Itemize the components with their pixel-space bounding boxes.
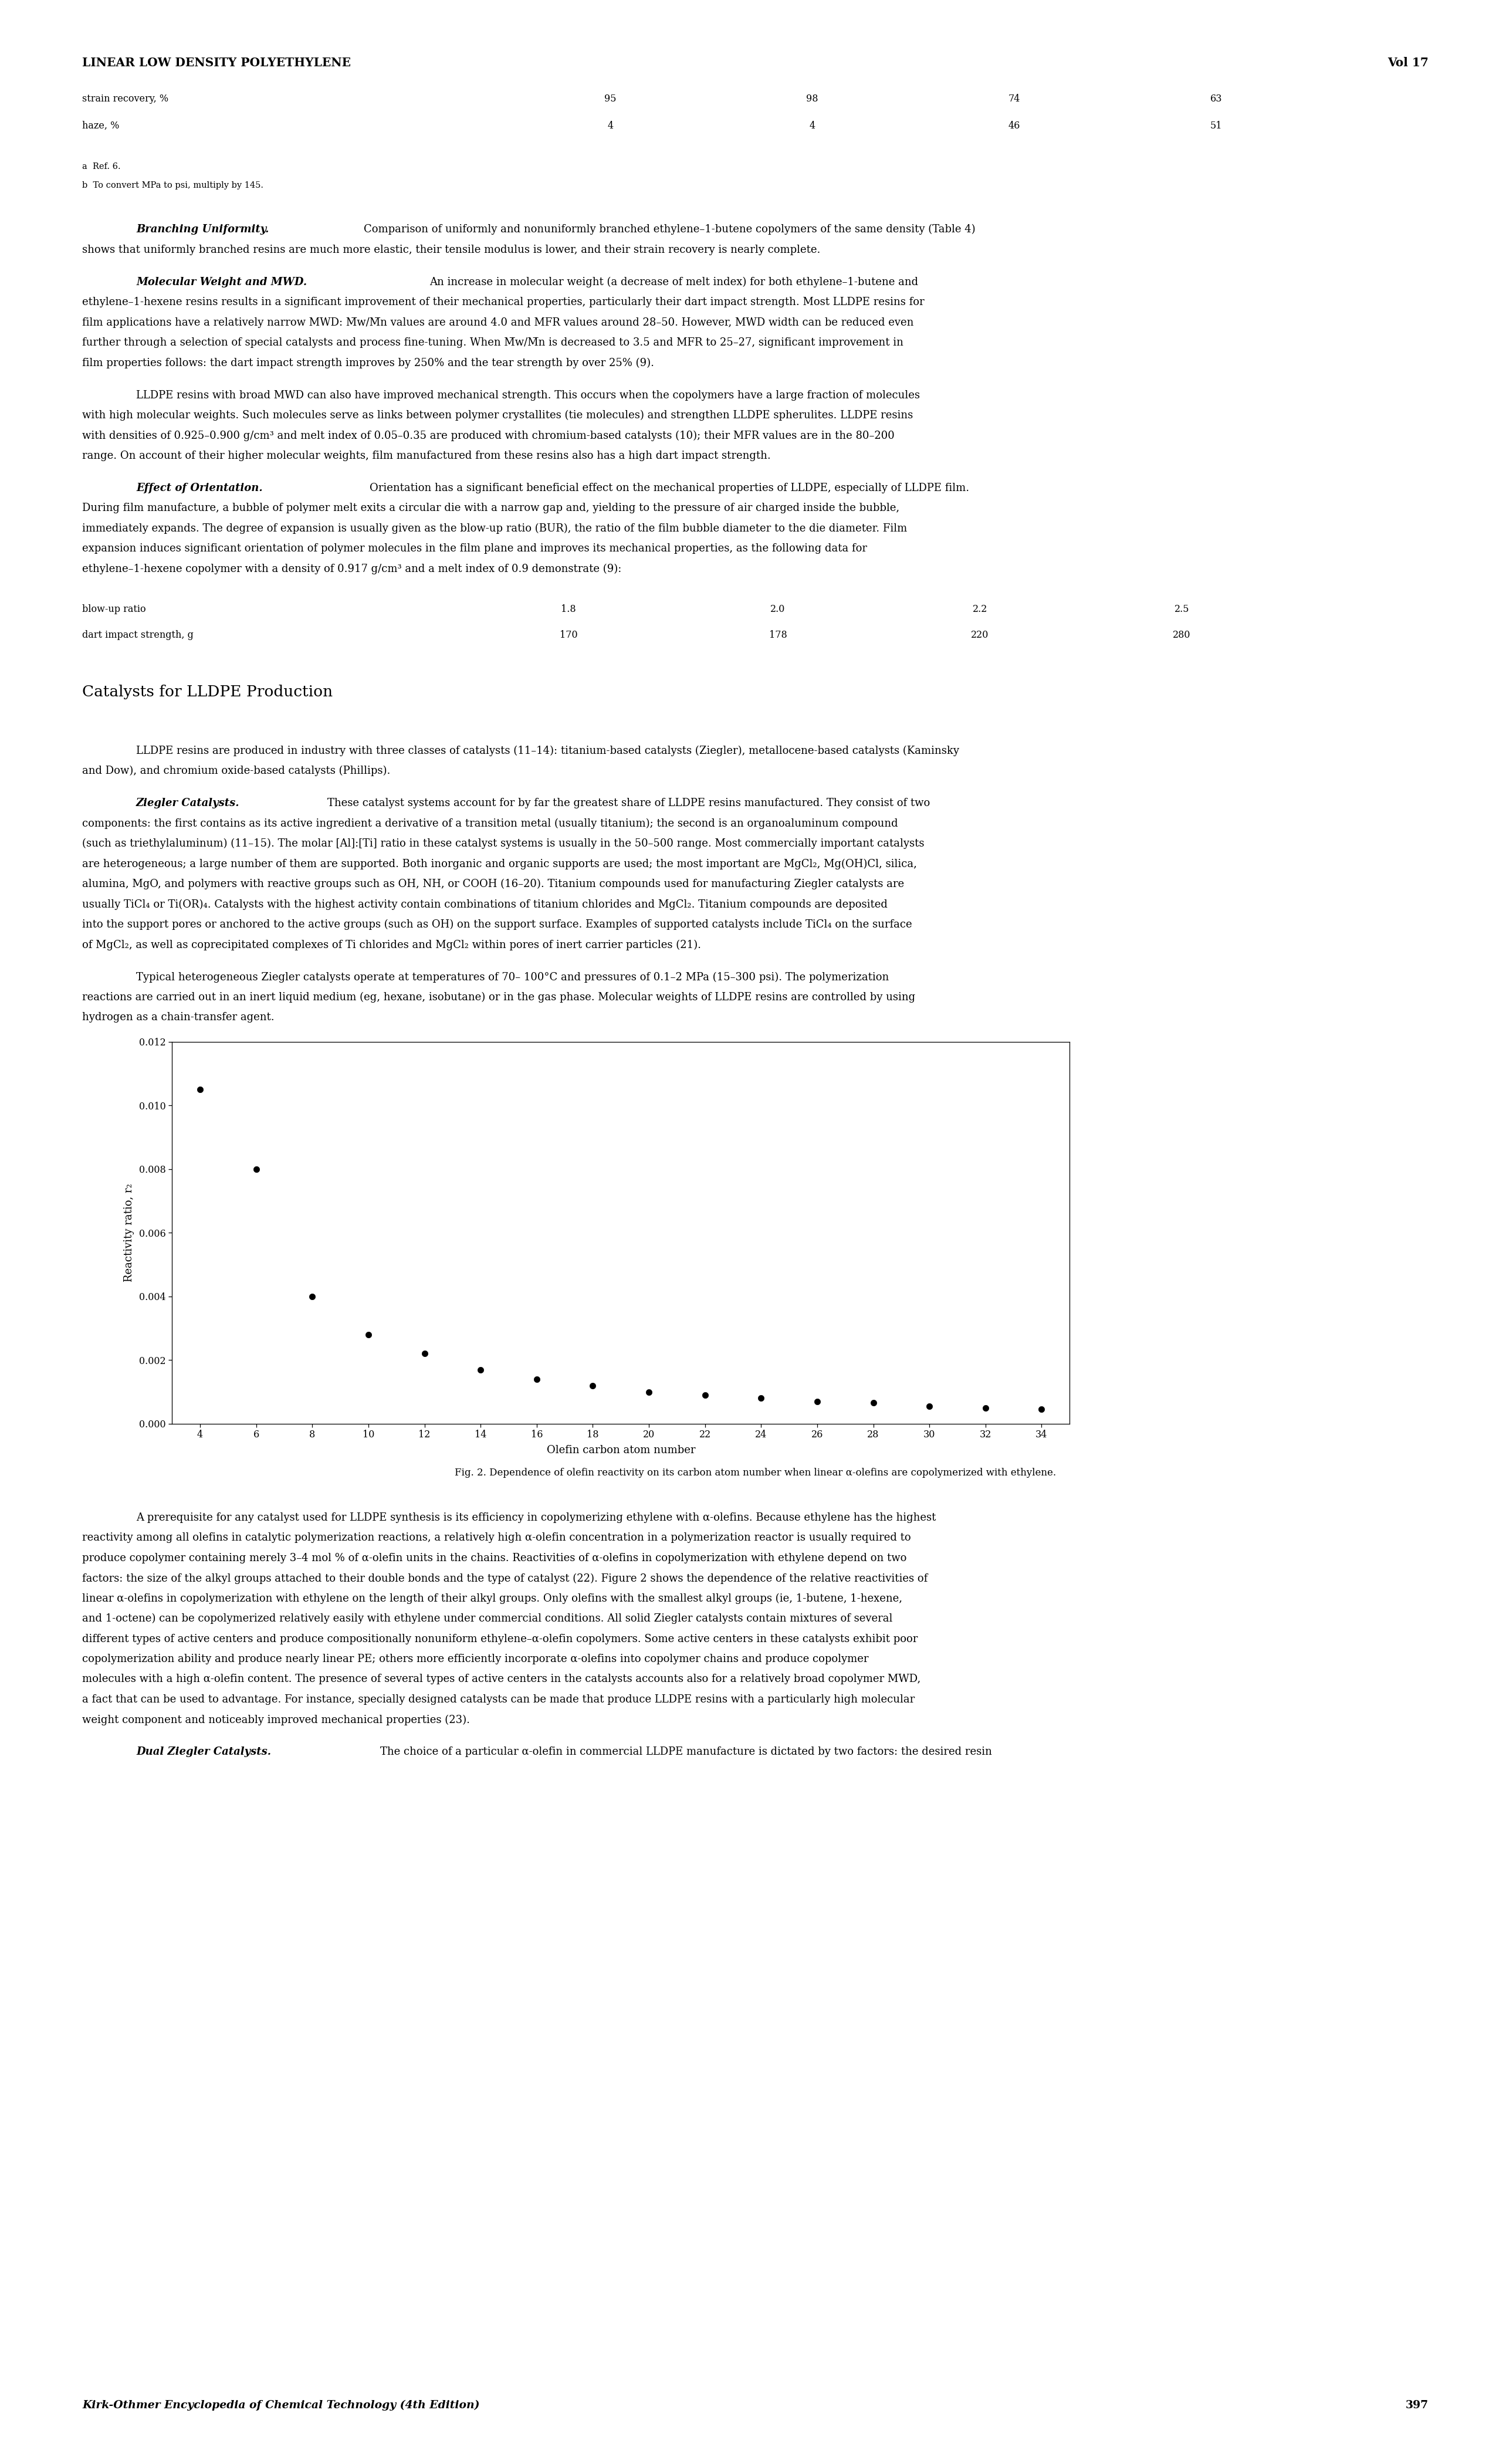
Y-axis label: Reactivity ratio, r₂: Reactivity ratio, r₂: [124, 1183, 135, 1281]
Text: 2.0: 2.0: [770, 604, 785, 614]
X-axis label: Olefin carbon atom number: Olefin carbon atom number: [546, 1444, 696, 1456]
Text: of MgCl₂, as well as coprecipitated complexes of Ti chlorides and MgCl₂ within p: of MgCl₂, as well as coprecipitated comp…: [82, 939, 702, 951]
Point: [468, 1350, 492, 1390]
Text: Dual Ziegler Catalysts.: Dual Ziegler Catalysts.: [136, 1747, 271, 1757]
Text: 98: 98: [806, 94, 818, 103]
Text: expansion induces significant orientation of polymer molecules in the film plane: expansion induces significant orientatio…: [82, 545, 868, 554]
Point: [749, 1377, 773, 1417]
Text: copolymerization ability and produce nearly linear PE; others more efficiently i: copolymerization ability and produce nea…: [82, 1653, 869, 1663]
Text: Fig. 2. Dependence of olefin reactivity on its carbon atom number when linear α-: Fig. 2. Dependence of olefin reactivity …: [455, 1469, 1056, 1478]
Point: [805, 1382, 829, 1422]
Text: 170: 170: [560, 631, 577, 641]
Text: 280: 280: [1173, 631, 1191, 641]
Text: dart impact strength, g: dart impact strength, g: [82, 631, 193, 641]
Text: LLDPE resins are produced in industry with three classes of catalysts (11–14): t: LLDPE resins are produced in industry wi…: [136, 747, 959, 756]
Text: These catalyst systems account for by far the greatest share of LLDPE resins man: These catalyst systems account for by fa…: [328, 798, 931, 808]
Text: A prerequisite for any catalyst used for LLDPE synthesis is its efficiency in co: A prerequisite for any catalyst used for…: [136, 1513, 936, 1523]
Text: hydrogen as a chain-transfer agent.: hydrogen as a chain-transfer agent.: [82, 1013, 274, 1023]
Text: blow-up ratio: blow-up ratio: [82, 604, 147, 614]
Text: 4: 4: [809, 121, 815, 131]
Point: [974, 1387, 998, 1427]
Text: LINEAR LOW DENSITY POLYETHYLENE: LINEAR LOW DENSITY POLYETHYLENE: [82, 57, 352, 69]
Text: Branching Uniformity.: Branching Uniformity.: [136, 224, 269, 234]
Text: 1.8: 1.8: [561, 604, 576, 614]
Text: An increase in molecular weight (a decrease of melt index) for both ethylene–1-b: An increase in molecular weight (a decre…: [429, 276, 919, 288]
Text: 95: 95: [604, 94, 616, 103]
Text: reactions are carried out in an inert liquid medium (eg, hexane, isobutane) or i: reactions are carried out in an inert li…: [82, 993, 916, 1003]
Point: [188, 1069, 212, 1109]
Text: produce copolymer containing merely 3–4 mol % of α-olefin units in the chains. R: produce copolymer containing merely 3–4 …: [82, 1552, 907, 1562]
Text: alumina, MgO, and polymers with reactive groups such as OH, NH, or COOH (16–20).: alumina, MgO, and polymers with reactive…: [82, 880, 904, 890]
Text: and Dow), and chromium oxide-based catalysts (Phillips).: and Dow), and chromium oxide-based catal…: [82, 766, 390, 776]
Text: a fact that can be used to advantage. For instance, specially designed catalysts: a fact that can be used to advantage. Fo…: [82, 1695, 916, 1705]
Point: [301, 1276, 325, 1316]
Text: 220: 220: [971, 631, 989, 641]
Text: with high molecular weights. Such molecules serve as links between polymer cryst: with high molecular weights. Such molecu…: [82, 409, 913, 421]
Point: [413, 1333, 437, 1372]
Point: [244, 1148, 268, 1188]
Text: (such as triethylaluminum) (11–15). The molar [Al]:[Ti] ratio in these catalyst : (such as triethylaluminum) (11–15). The …: [82, 838, 925, 850]
Text: 2.5: 2.5: [1174, 604, 1189, 614]
Text: Vol 17: Vol 17: [1388, 57, 1429, 69]
Text: Kirk-Othmer Encyclopedia of Chemical Technology (4th Edition): Kirk-Othmer Encyclopedia of Chemical Tec…: [82, 2400, 480, 2410]
Text: film properties follows: the dart impact strength improves by 250% and the tear : film properties follows: the dart impact…: [82, 357, 654, 367]
Text: and 1-octene) can be copolymerized relatively easily with ethylene under commerc: and 1-octene) can be copolymerized relat…: [82, 1614, 893, 1624]
Text: weight component and noticeably improved mechanical properties (23).: weight component and noticeably improved…: [82, 1715, 470, 1725]
Text: components: the first contains as its active ingredient a derivative of a transi: components: the first contains as its ac…: [82, 818, 898, 828]
Point: [693, 1375, 717, 1414]
Text: During film manufacture, a bubble of polymer melt exits a circular die with a na: During film manufacture, a bubble of pol…: [82, 503, 899, 513]
Text: reactivity among all olefins in catalytic polymerization reactions, a relatively: reactivity among all olefins in catalyti…: [82, 1533, 911, 1542]
Point: [862, 1382, 886, 1422]
Text: LLDPE resins with broad MWD can also have improved mechanical strength. This occ: LLDPE resins with broad MWD can also hav…: [136, 389, 920, 402]
Text: 178: 178: [769, 631, 787, 641]
Point: [917, 1387, 941, 1427]
Text: are heterogeneous; a large number of them are supported. Both inorganic and orga: are heterogeneous; a large number of the…: [82, 857, 917, 870]
Text: molecules with a high α-olefin content. The presence of several types of active : molecules with a high α-olefin content. …: [82, 1673, 920, 1685]
Text: 2.2: 2.2: [972, 604, 987, 614]
Text: haze, %: haze, %: [82, 121, 120, 131]
Point: [580, 1365, 604, 1404]
Text: further through a selection of special catalysts and process fine-tuning. When M: further through a selection of special c…: [82, 338, 904, 347]
Point: [356, 1316, 380, 1355]
Text: factors: the size of the alkyl groups attached to their double bonds and the typ: factors: the size of the alkyl groups at…: [82, 1572, 928, 1584]
Text: a  Ref. 6.: a Ref. 6.: [82, 163, 121, 170]
Text: into the support pores or anchored to the active groups (such as OH) on the supp: into the support pores or anchored to th…: [82, 919, 913, 929]
Text: usually TiCl₄ or Ti(OR)₄. Catalysts with the highest activity contain combinatio: usually TiCl₄ or Ti(OR)₄. Catalysts with…: [82, 899, 887, 909]
Point: [637, 1372, 661, 1412]
Text: Molecular Weight and MWD.: Molecular Weight and MWD.: [136, 276, 307, 288]
Text: Catalysts for LLDPE Production: Catalysts for LLDPE Production: [82, 685, 332, 700]
Text: linear α-olefins in copolymerization with ethylene on the length of their alkyl : linear α-olefins in copolymerization wit…: [82, 1594, 902, 1604]
Text: Typical heterogeneous Ziegler catalysts operate at temperatures of 70– 100°C and: Typical heterogeneous Ziegler catalysts …: [136, 971, 889, 983]
Text: 46: 46: [1008, 121, 1020, 131]
Point: [1029, 1390, 1053, 1429]
Text: Ziegler Catalysts.: Ziegler Catalysts.: [136, 798, 239, 808]
Text: Comparison of uniformly and nonuniformly branched ethylene–1-butene copolymers o: Comparison of uniformly and nonuniformly…: [364, 224, 975, 234]
Text: ethylene–1-hexene copolymer with a density of 0.917 g/cm³ and a melt index of 0.: ethylene–1-hexene copolymer with a densi…: [82, 564, 622, 574]
Text: immediately expands. The degree of expansion is usually given as the blow-up rat: immediately expands. The degree of expan…: [82, 522, 907, 535]
Text: strain recovery, %: strain recovery, %: [82, 94, 169, 103]
Text: 74: 74: [1008, 94, 1020, 103]
Text: with densities of 0.925–0.900 g/cm³ and melt index of 0.05–0.35 are produced wit: with densities of 0.925–0.900 g/cm³ and …: [82, 431, 895, 441]
Point: [525, 1360, 549, 1400]
Text: different types of active centers and produce compositionally nonuniform ethylen: different types of active centers and pr…: [82, 1634, 919, 1643]
Text: 51: 51: [1210, 121, 1222, 131]
Text: film applications have a relatively narrow MWD: M̅w/M̅n values are around 4.0 an: film applications have a relatively narr…: [82, 318, 914, 328]
Text: 4: 4: [607, 121, 613, 131]
Text: b  To convert MPa to psi, multiply by 145.: b To convert MPa to psi, multiply by 145…: [82, 182, 263, 190]
Text: 63: 63: [1210, 94, 1222, 103]
Text: Effect of Orientation.: Effect of Orientation.: [136, 483, 263, 493]
Text: The choice of a particular α-olefin in commercial LLDPE manufacture is dictated : The choice of a particular α-olefin in c…: [380, 1747, 992, 1757]
Text: shows that uniformly branched resins are much more elastic, their tensile modulu: shows that uniformly branched resins are…: [82, 244, 820, 254]
Text: ethylene–1-hexene resins results in a significant improvement of their mechanica: ethylene–1-hexene resins results in a si…: [82, 298, 925, 308]
Text: range. On account of their higher molecular weights, film manufactured from thes: range. On account of their higher molecu…: [82, 451, 770, 461]
Text: Orientation has a significant beneficial effect on the mechanical properties of : Orientation has a significant beneficial…: [370, 483, 969, 493]
Text: 397: 397: [1406, 2400, 1429, 2410]
